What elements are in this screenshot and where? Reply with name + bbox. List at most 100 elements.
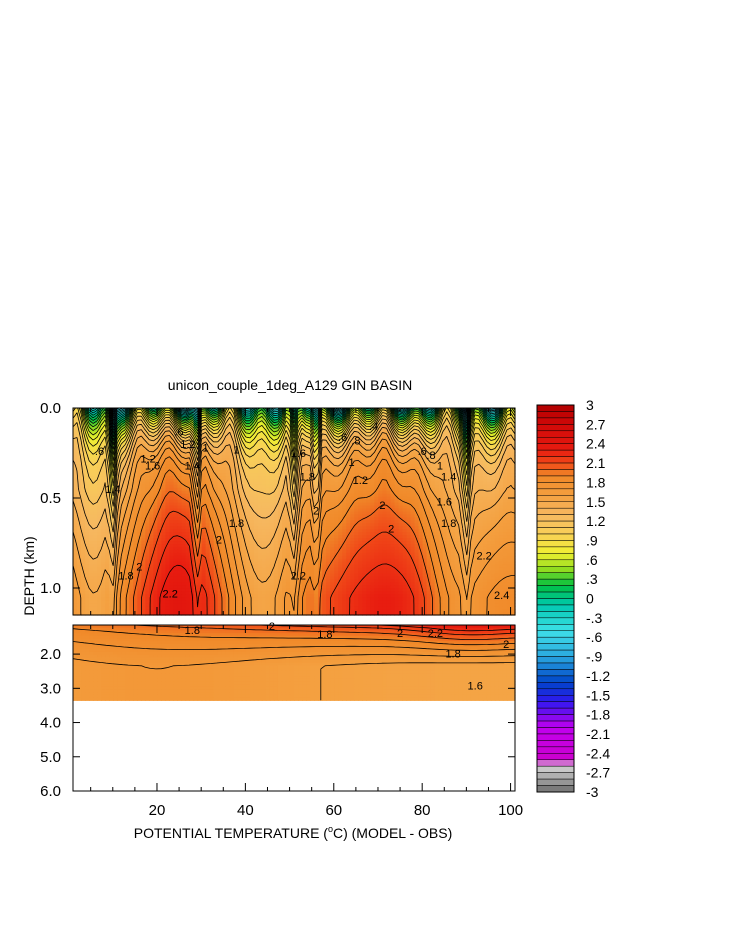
field-cell [117,473,122,477]
field-cell [402,502,408,507]
field-cell [382,464,388,468]
field-cell [149,431,154,436]
field-cell [498,502,504,507]
field-cell [101,455,106,459]
field-cell [137,511,142,516]
field-cell [245,425,251,430]
field-cell [249,496,255,501]
field-cell [358,508,363,513]
field-cell [185,464,191,468]
field-cell [382,505,388,510]
field-cell [77,458,82,462]
field-cell [402,431,408,436]
field-cell [285,502,291,507]
field-cell [438,458,444,462]
field-cell [294,481,299,486]
field-cell [306,428,311,433]
field-cell [137,490,142,495]
field-cell [149,505,154,510]
field-cell [410,517,416,521]
field-cell [289,428,295,433]
field-cell [185,458,191,462]
field-cell [181,529,187,533]
field-cell [366,529,371,533]
field-cell [474,443,480,448]
field-cell [129,514,134,519]
field-cell [181,508,187,513]
field-cell [249,526,255,530]
field-cell [165,434,171,439]
field-cell [145,502,150,507]
field-cell [330,458,335,462]
field-cell [402,437,408,442]
field-cell [402,452,408,456]
field-cell [422,499,428,504]
field-cell [245,449,251,453]
field-cell [330,523,335,527]
field-cell [213,481,219,486]
field-cell [161,505,167,510]
field-cell [273,502,279,507]
field-cell [386,529,392,533]
field-cell [133,458,138,462]
field-cell [510,476,516,480]
field-cell [510,487,516,492]
field-cell [221,422,227,427]
field-cell [253,499,259,504]
field-cell [502,514,508,519]
field-cell [181,502,187,507]
field-cell [277,523,283,527]
field-cell [85,473,90,477]
field-cell [490,458,496,462]
field-cell [470,514,476,519]
field-cell [233,499,239,504]
field-cell [165,458,171,462]
field-cell [245,410,251,415]
field-cell [458,419,464,424]
field-cell [342,529,347,533]
field-cell [97,452,102,456]
field-cell [169,490,175,495]
field-cell [273,493,279,498]
field-cell [314,476,319,480]
field-cell [217,514,223,519]
field-cell [406,449,412,453]
field-cell [93,529,98,533]
field-cell [386,452,392,456]
field-cell [121,425,126,430]
field-cell [201,476,207,480]
field-cell [157,452,162,456]
field-cell [237,464,243,468]
field-cell [410,446,416,450]
field-cell [298,458,303,462]
field-cell [430,481,436,486]
field-cell [482,502,488,507]
field-cell [322,481,327,486]
field-cell [165,493,171,498]
field-cell [366,461,371,465]
field-cell [149,481,154,486]
field-cell [181,458,187,462]
field-cell [241,461,247,465]
field-cell [257,493,263,498]
field-cell [277,470,283,474]
field-cell [406,505,412,510]
field-cell [209,520,215,524]
field-cell [205,431,211,436]
field-cell [418,467,424,471]
field-cell [298,517,303,521]
field-cell [422,455,428,459]
field-cell [442,464,448,468]
field-cell [189,470,195,474]
field-cell [490,419,496,424]
field-cell [125,517,130,521]
field-cell [390,478,396,483]
field-cell [145,416,150,421]
field-cell [257,422,263,427]
field-cell [129,452,134,456]
field-cell [430,464,436,468]
field-cell [149,499,154,504]
field-cell [213,443,219,448]
field-cell [109,458,114,462]
field-cell [137,496,142,501]
